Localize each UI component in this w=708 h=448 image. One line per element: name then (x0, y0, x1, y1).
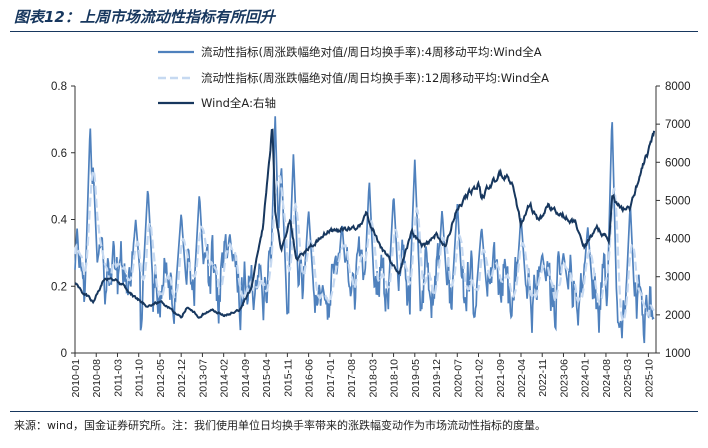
x-tick-label: 2014-09 (240, 359, 252, 398)
y-right-tick-label: 5000 (665, 195, 691, 207)
x-tick-label: 2015-11 (282, 359, 294, 397)
x-tick-label: 2018-03 (367, 359, 379, 398)
source-note: 来源：wind，国金证券研究所。注：我们使用单位日均换手率带来的涨跌幅变动作为市… (14, 419, 547, 432)
x-tick-label: 2010-01 (70, 359, 82, 398)
x-tick-label: 2025-03 (622, 359, 634, 398)
y-right-tick-label: 8000 (665, 81, 691, 93)
series-liquidity-4w-line (74, 116, 655, 344)
series-layer (73, 116, 656, 344)
x-tick-label: 2019-12 (431, 359, 443, 398)
x-tick-label: 2022-11 (537, 359, 549, 397)
legend-label: 流动性指标(周涨跌幅绝对值/周日均换手率):4周移动平均:Wind全A (201, 45, 542, 59)
x-tick-label: 2020-07 (452, 359, 464, 398)
x-tick-label: 2017-08 (346, 359, 358, 398)
y-right-tick-label: 3000 (665, 272, 691, 284)
legend: 流动性指标(周涨跌幅绝对值/周日均换手率):4周移动平均:Wind全A 流动性指标… (158, 45, 549, 110)
y-right-tick-label: 4000 (665, 234, 691, 246)
x-tick-label: 2025-10 (643, 359, 655, 398)
x-tick-label: 2023-06 (558, 359, 570, 398)
y-left-tick-label: 0.6 (51, 148, 67, 160)
x-tick-label: 2018-10 (389, 359, 401, 398)
axis-layer: 0 0.2 0.4 0.6 0.8 1000 2000 3000 4000 5000 6000 700… (51, 81, 691, 398)
y-left-tick-label: 0.2 (51, 281, 67, 293)
x-tick-label: 2011-03 (112, 359, 124, 397)
y-left-tick-label: 0.4 (51, 215, 68, 227)
x-tick-label: 2021-02 (474, 359, 486, 398)
y-right-tick-label: 6000 (665, 157, 691, 169)
legend-label: 流动性指标(周涨跌幅绝对值/周日均换手率):12周移动平均:Wind全A (201, 71, 549, 85)
y-right-tick-label: 7000 (665, 119, 691, 131)
chart-title: 图表12：上周市场流动性指标有所回升 (14, 8, 275, 26)
x-tick-label: 2024-08 (601, 359, 613, 398)
x-tick-label: 2017-01 (325, 359, 337, 398)
x-tick-label: 2024-01 (580, 359, 592, 398)
x-tick-label: 2012-12 (176, 359, 188, 398)
x-tick-label: 2010-08 (91, 359, 103, 398)
x-tick-label: 2013-07 (197, 359, 209, 398)
chart: 0 0.2 0.4 0.6 0.8 1000 2000 3000 4000 5000 6000 700… (51, 45, 691, 398)
y-right-tick-label: 2000 (665, 310, 691, 322)
y-left-tick-label: 0.8 (51, 81, 67, 93)
series-wind-all-a-line (74, 128, 656, 319)
x-tick-label: 2022-04 (516, 359, 528, 398)
series-liquidity-12w-line (73, 168, 655, 324)
x-tick-label: 2014-02 (219, 359, 231, 398)
footer-rule (10, 411, 698, 412)
x-tick-label: 2019-05 (410, 359, 422, 398)
x-tick-label: 2012-05 (155, 359, 167, 398)
plot-frame (74, 86, 657, 354)
x-tick-label: 2011-10 (134, 359, 146, 397)
y-right-tick-label: 1000 (665, 348, 691, 360)
x-tick-label: 2015-04 (261, 359, 273, 398)
x-tick-label: 2021-09 (495, 359, 507, 398)
legend-label: Wind全A:右轴 (201, 96, 276, 110)
title-rule (10, 31, 698, 32)
x-tick-label: 2016-06 (304, 359, 316, 398)
y-left-tick-label: 0 (61, 348, 67, 360)
